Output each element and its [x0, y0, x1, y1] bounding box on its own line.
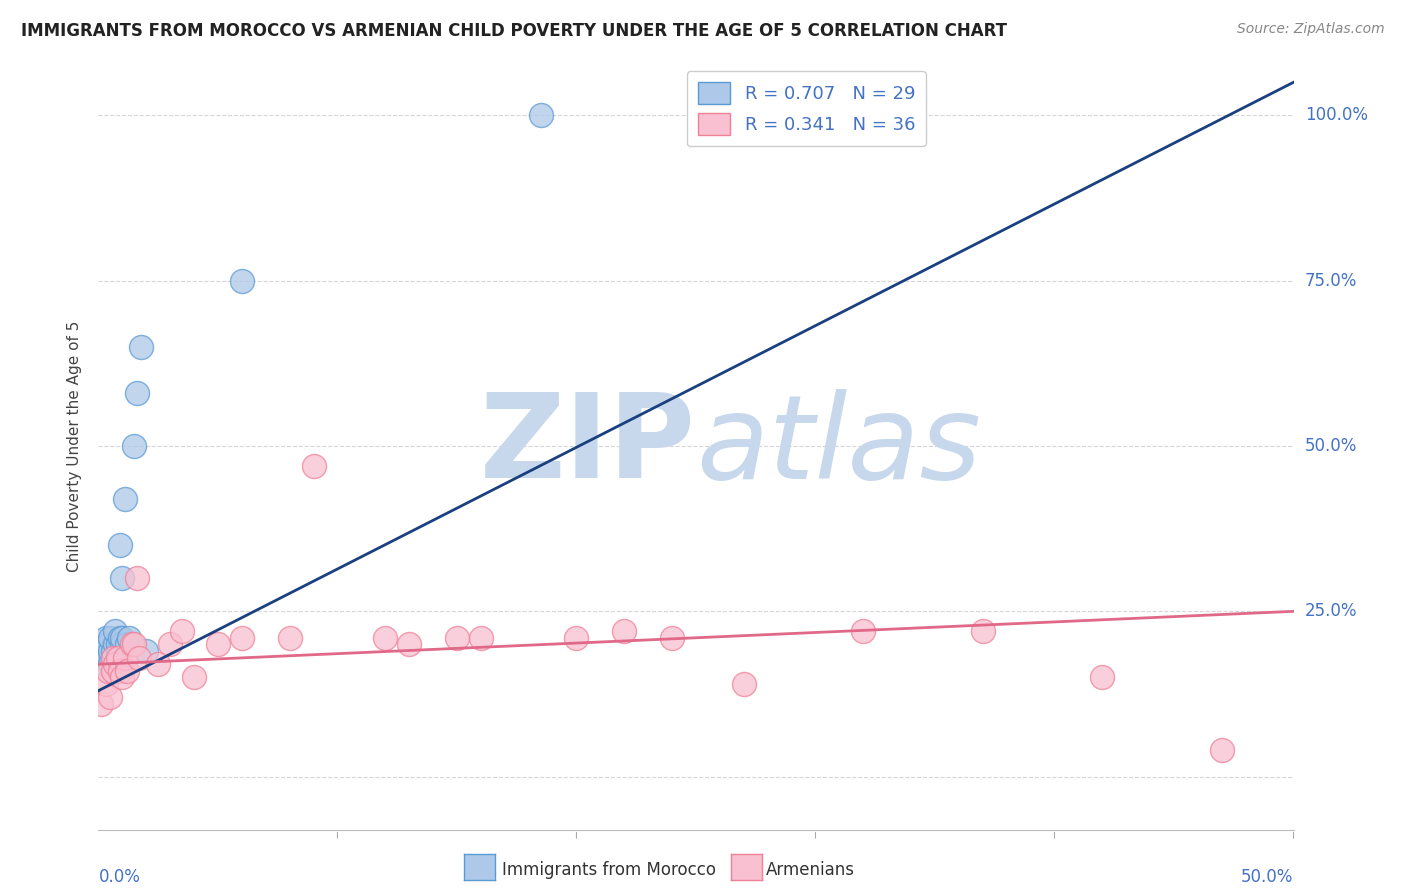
Text: Immigrants from Morocco: Immigrants from Morocco	[502, 861, 716, 879]
Point	[183, 670, 205, 684]
Point	[108, 631, 131, 645]
Text: 50.0%: 50.0%	[1305, 437, 1357, 455]
Point	[90, 644, 112, 658]
Point	[207, 637, 229, 651]
Point	[111, 670, 134, 684]
Point	[124, 439, 146, 453]
Point	[118, 631, 141, 645]
Point	[101, 650, 124, 665]
Text: IMMIGRANTS FROM MOROCCO VS ARMENIAN CHILD POVERTY UNDER THE AGE OF 5 CORRELATION: IMMIGRANTS FROM MOROCCO VS ARMENIAN CHIL…	[21, 22, 1007, 40]
Text: 50.0%: 50.0%	[1241, 869, 1294, 887]
Text: 75.0%: 75.0%	[1305, 272, 1357, 290]
Point	[104, 657, 127, 672]
Point	[398, 637, 420, 651]
Point	[972, 624, 994, 639]
Point	[111, 631, 134, 645]
Point	[128, 650, 150, 665]
Point	[302, 458, 325, 473]
Point	[94, 644, 117, 658]
Point	[124, 637, 146, 651]
Point	[108, 664, 131, 678]
Point	[94, 631, 117, 645]
Point	[91, 657, 114, 672]
Point	[101, 644, 124, 658]
Point	[107, 644, 129, 658]
Point	[98, 690, 122, 705]
Point	[231, 274, 253, 288]
Point	[114, 491, 136, 506]
Point	[1091, 670, 1114, 684]
Point	[94, 677, 117, 691]
Point	[446, 631, 468, 645]
Y-axis label: Child Poverty Under the Age of 5: Child Poverty Under the Age of 5	[67, 320, 83, 572]
Point	[1211, 743, 1233, 757]
Point	[733, 677, 755, 691]
Point	[114, 650, 136, 665]
Point	[852, 624, 875, 639]
Point	[108, 538, 131, 552]
Point	[111, 571, 134, 585]
Point	[97, 637, 120, 651]
Text: Armenians: Armenians	[766, 861, 855, 879]
Text: Source: ZipAtlas.com: Source: ZipAtlas.com	[1237, 22, 1385, 37]
Point	[172, 624, 194, 639]
Point	[661, 631, 683, 645]
Point	[125, 386, 148, 401]
Text: 0.0%: 0.0%	[98, 869, 141, 887]
Point	[107, 637, 129, 651]
Point	[470, 631, 492, 645]
Point	[131, 340, 153, 354]
Point	[101, 650, 124, 665]
Legend: R = 0.707   N = 29, R = 0.341   N = 36: R = 0.707 N = 29, R = 0.341 N = 36	[688, 71, 927, 146]
Point	[231, 631, 253, 645]
Point	[104, 624, 127, 639]
Point	[98, 657, 122, 672]
Point	[97, 650, 120, 665]
Point	[530, 108, 553, 122]
Point	[278, 631, 301, 645]
Point	[107, 650, 129, 665]
Point	[101, 664, 124, 678]
Text: 25.0%: 25.0%	[1305, 602, 1357, 620]
Text: atlas: atlas	[696, 389, 981, 503]
Point	[135, 644, 157, 658]
Point	[98, 631, 122, 645]
Point	[115, 637, 138, 651]
Point	[125, 571, 148, 585]
Text: 100.0%: 100.0%	[1305, 106, 1368, 124]
Point	[104, 637, 127, 651]
Point	[613, 624, 636, 639]
Text: ZIP: ZIP	[479, 389, 696, 503]
Point	[374, 631, 396, 645]
Point	[121, 637, 143, 651]
Point	[98, 644, 122, 658]
Point	[90, 697, 112, 711]
Point	[565, 631, 588, 645]
Point	[111, 637, 134, 651]
Point	[148, 657, 170, 672]
Point	[97, 664, 120, 678]
Point	[115, 664, 138, 678]
Point	[159, 637, 181, 651]
